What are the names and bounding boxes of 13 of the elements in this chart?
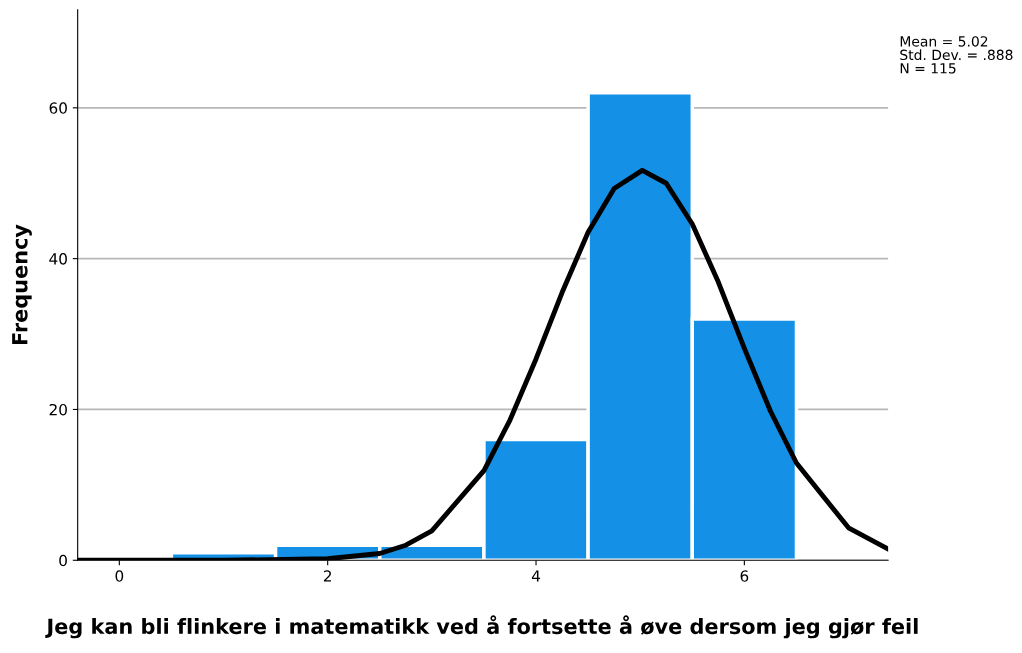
text: Std. Dev. = .888 xyxy=(900,49,1013,61)
x-tick-label: 4 xyxy=(531,570,541,582)
text: Mean = 5.02 xyxy=(900,36,988,47)
x-tick-label: 2 xyxy=(323,570,332,582)
x-tick-label: 0 xyxy=(115,570,124,582)
y-axis-title: Frequency xyxy=(12,224,32,345)
y-tick-label: 0 xyxy=(59,554,67,567)
y-tick-label: 20 xyxy=(49,403,67,416)
x-axis-title: Jeg kan bli flinkere i matematikk ved å fortsette å øve dersom jeg gjør feil xyxy=(45,615,918,639)
x-tick-label: 6 xyxy=(740,570,749,582)
text: N = 115 xyxy=(900,63,956,74)
y-tick-label: 60 xyxy=(49,102,67,114)
y-tick-label: 40 xyxy=(49,253,67,265)
